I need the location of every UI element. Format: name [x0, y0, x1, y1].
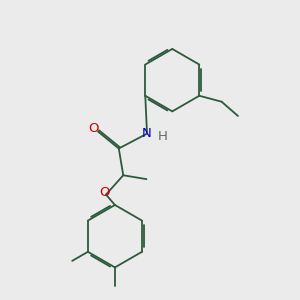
Text: N: N [142, 127, 152, 140]
Text: H: H [158, 130, 167, 142]
Text: O: O [88, 122, 98, 134]
Text: O: O [99, 186, 110, 199]
